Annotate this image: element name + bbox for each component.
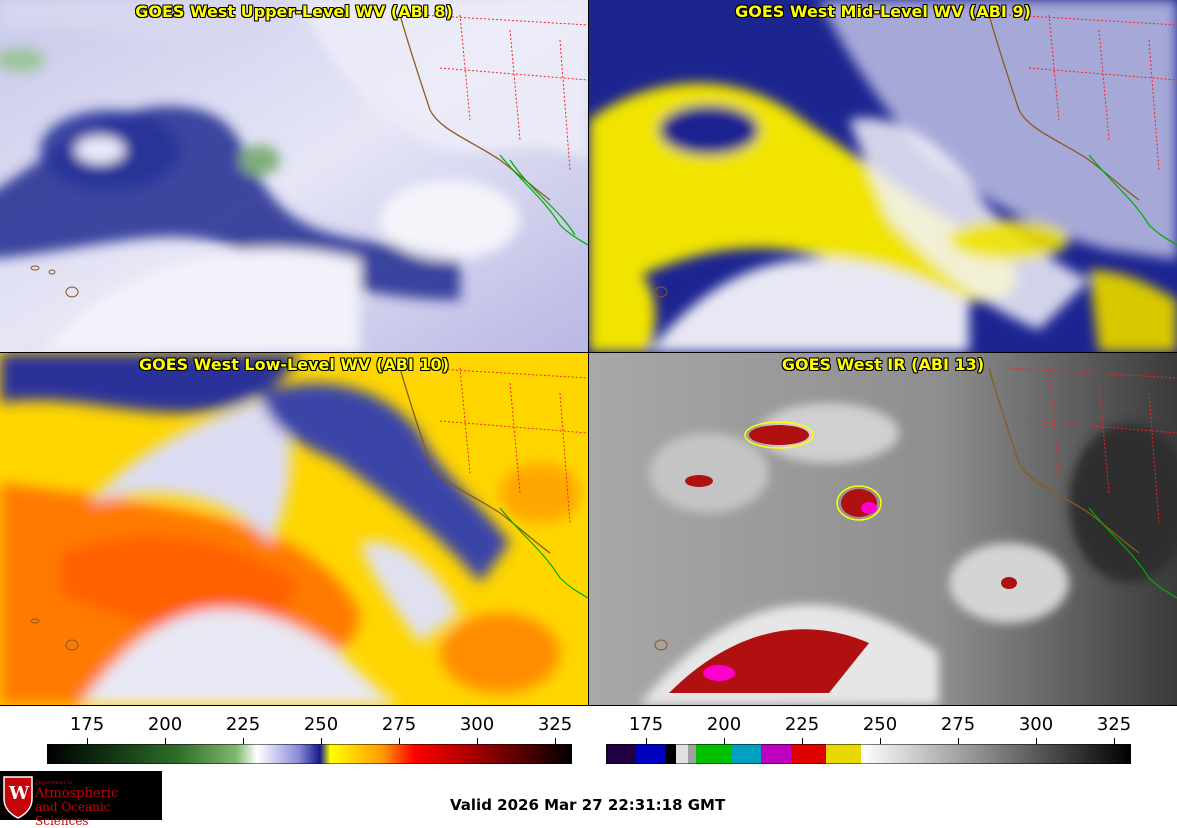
colorbar-tick-label: 300 [459, 714, 495, 735]
ir-image [589, 353, 1177, 705]
colorbar-tick-label: 275 [381, 714, 417, 735]
colorbar-tick-label: 250 [303, 714, 339, 735]
colorbar-tick-mark [1036, 738, 1037, 744]
colorbar-tick-mark [555, 738, 556, 744]
colorbar-tick-mark [958, 738, 959, 744]
image-bottom-border [0, 705, 1177, 706]
logo-line3: and Oceanic Sciences [35, 800, 111, 828]
colorbar-tick-mark [880, 738, 881, 744]
ir-panel: GOES West IR (ABI 13) [589, 353, 1177, 705]
panel-title: GOES West Upper-Level WV (ABI 8) [135, 2, 453, 21]
colorbar-tick-mark [87, 738, 88, 744]
colorbar-tick-label: 200 [147, 714, 183, 735]
low-level-wv-image [0, 353, 588, 705]
ir-colorbar [606, 744, 1131, 764]
low-level-wv-panel: GOES West Low-Level WV (ABI 10) [0, 353, 588, 705]
colorbar-tick-label: 225 [225, 714, 261, 735]
mid-level-wv-image [589, 0, 1177, 352]
colorbar-tick-mark [399, 738, 400, 744]
panel-title: GOES West Mid-Level WV (ABI 9) [735, 2, 1031, 21]
colorbar-tick-mark [724, 738, 725, 744]
uw-aos-logo: W Department of Atmospheric and Oceanic … [0, 771, 162, 828]
panel-title: GOES West Low-Level WV (ABI 10) [138, 355, 449, 374]
colorbar-tick-label: 175 [69, 714, 105, 735]
uw-crest-icon [3, 776, 33, 819]
colorbar-tick-mark [243, 738, 244, 744]
colorbar-tick-label: 175 [628, 714, 664, 735]
colorbar-tick-label: 250 [862, 714, 898, 735]
logo-emblem: W [9, 783, 30, 804]
colorbar-tick-label: 200 [706, 714, 742, 735]
mid-level-wv-panel: GOES West Mid-Level WV (ABI 9) [589, 0, 1177, 352]
colorbar-tick-mark [1114, 738, 1115, 744]
wv-colorbar [47, 744, 572, 764]
colorbar-tick-label: 325 [537, 714, 573, 735]
logo-line1: Department of [35, 780, 72, 786]
valid-time: Valid 2026 Mar 27 22:31:18 GMT [450, 796, 726, 814]
colorbar-tick-mark [646, 738, 647, 744]
colorbar-tick-label: 275 [940, 714, 976, 735]
logo-line2: Atmospheric [35, 786, 119, 801]
colorbar-tick-mark [477, 738, 478, 744]
panel-divider-horizontal [0, 352, 1177, 353]
colorbar-tick-mark [321, 738, 322, 744]
colorbar-tick-label: 225 [784, 714, 820, 735]
colorbar-tick-mark [165, 738, 166, 744]
upper-level-wv-panel: GOES West Upper-Level WV (ABI 8) [0, 0, 588, 352]
upper-level-wv-image [0, 0, 588, 352]
panel-title: GOES West IR (ABI 13) [781, 355, 985, 374]
colorbar-tick-label: 325 [1096, 714, 1132, 735]
colorbar-tick-label: 300 [1018, 714, 1054, 735]
colorbar-tick-mark [802, 738, 803, 744]
